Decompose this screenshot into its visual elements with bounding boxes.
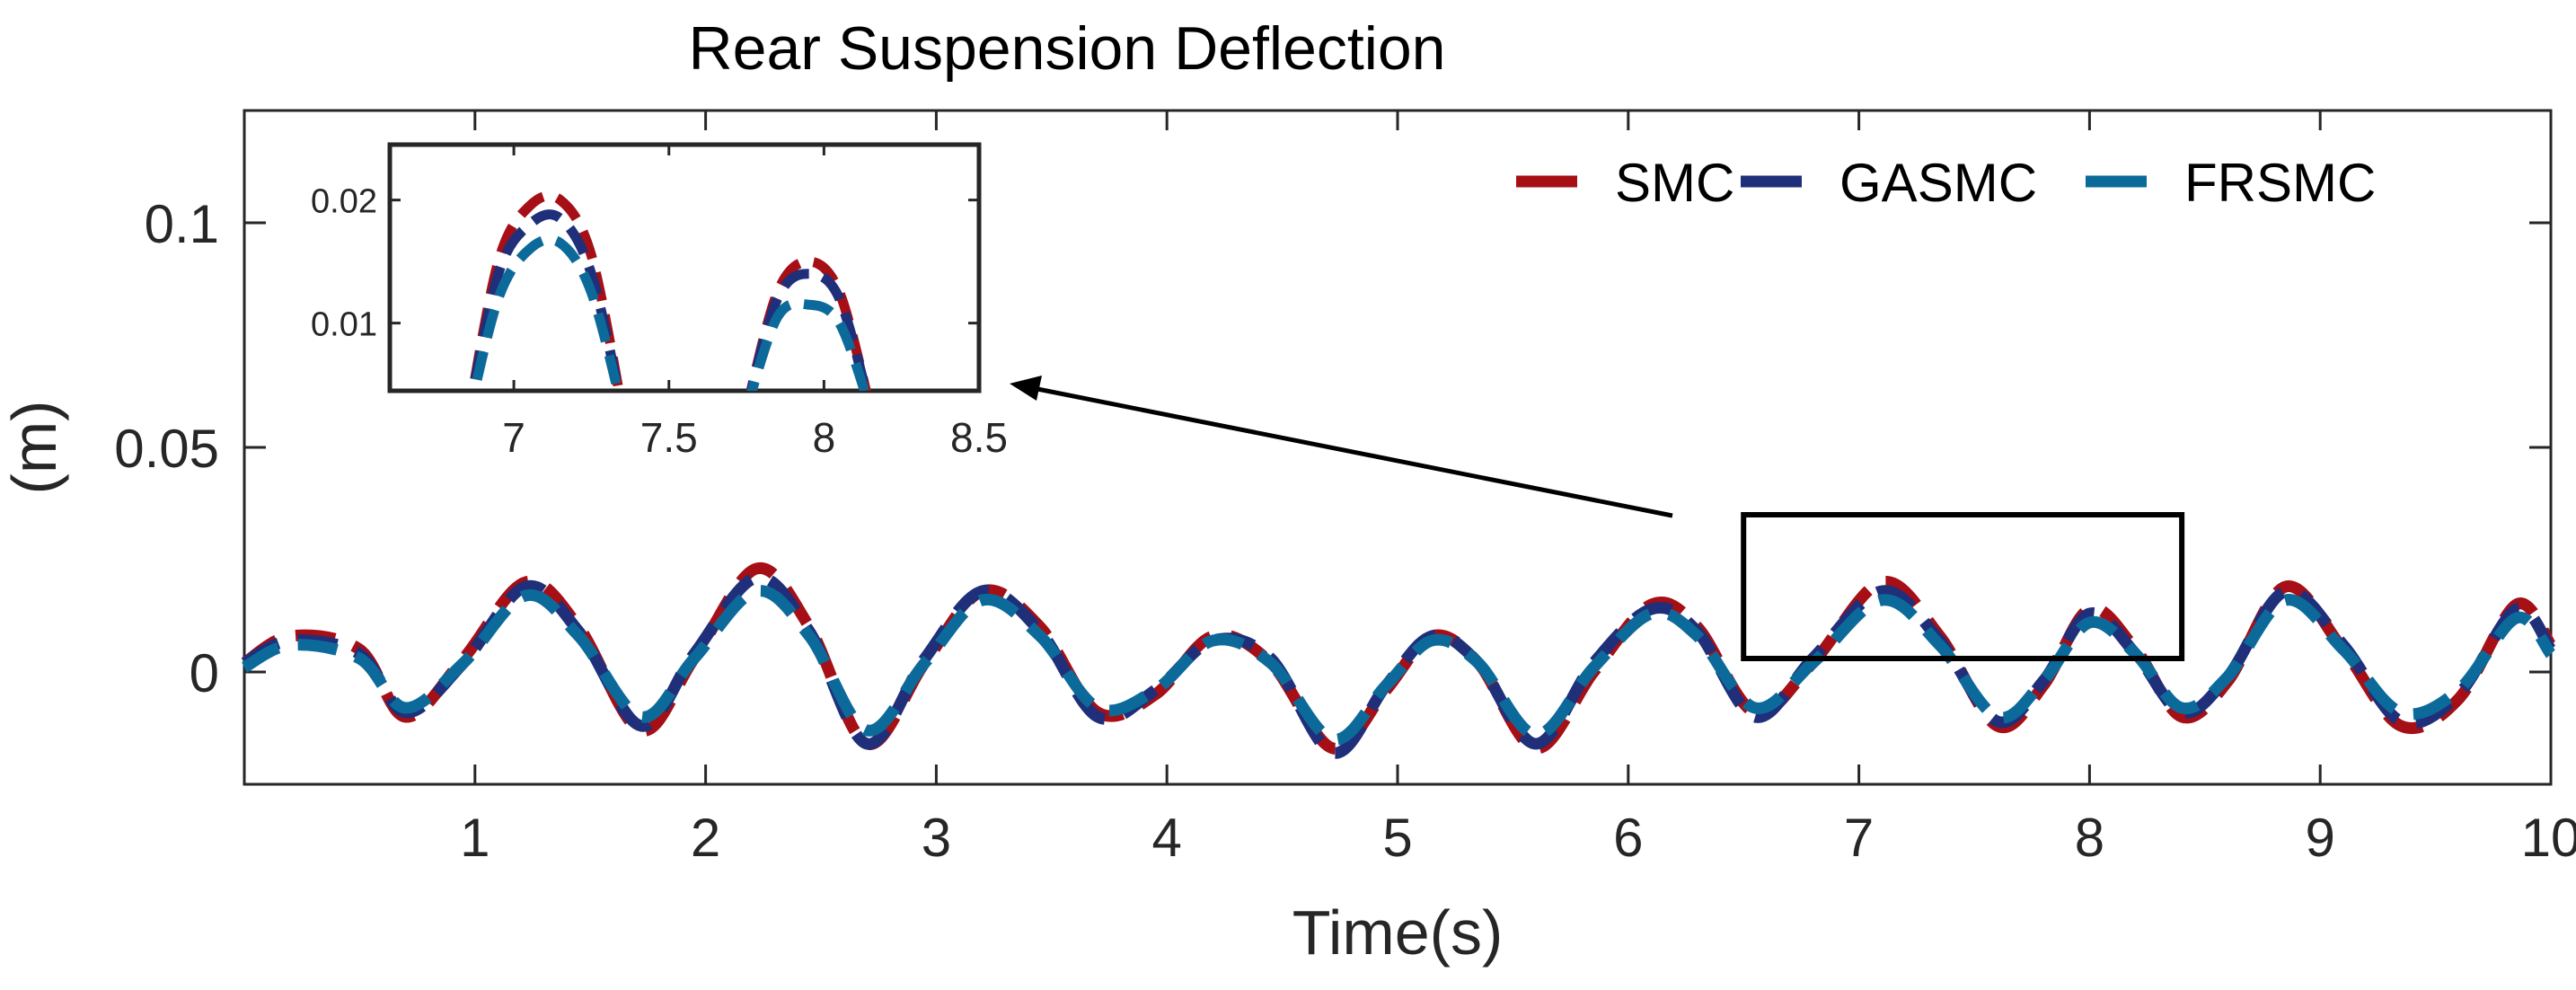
inset-x-axis-ticks: 7 7.5 8 8.5 — [502, 145, 1008, 461]
legend-label-frsmc: FRSMC — [2184, 153, 2376, 213]
x-axis-label: Time(s) — [1292, 897, 1504, 968]
x-tick-label: 4 — [1152, 808, 1182, 868]
inset-x-tick-label: 8.5 — [950, 414, 1008, 461]
inset-series-line-frsmc — [469, 234, 623, 391]
x-axis-ticks: 1 2 3 4 5 6 7 8 9 10 — [460, 110, 2576, 868]
inset-x-tick-label: 7.5 — [640, 414, 698, 461]
x-tick-label: 8 — [2075, 808, 2104, 868]
y-tick-label: 0.1 — [145, 194, 219, 254]
y-axis-label: (m) — [0, 401, 69, 495]
y-tick-label: 0 — [190, 643, 219, 703]
series-layer — [241, 562, 2556, 759]
legend-label-smc: SMC — [1615, 153, 1734, 213]
x-tick-label: 6 — [1613, 808, 1643, 868]
zoom-arrow-line — [1032, 385, 1673, 518]
zoom-arrow-head — [1010, 376, 1042, 401]
y-axis-ticks: 0 0.05 0.1 — [114, 194, 2551, 703]
x-tick-label: 9 — [2306, 808, 2335, 868]
legend: SMC GASMC FRSMC — [1516, 153, 2376, 213]
inset-x-tick-label: 8 — [813, 414, 836, 461]
y-tick-label: 0.05 — [114, 419, 219, 479]
inset-plot: 7 7.5 8 8.5 0.01 0.02 — [311, 142, 1008, 461]
x-tick-label: 2 — [691, 808, 720, 868]
x-tick-label: 3 — [922, 808, 951, 868]
x-tick-label: 1 — [460, 808, 490, 868]
x-tick-label: 7 — [1844, 808, 1874, 868]
inset-y-tick-label: 0.02 — [311, 183, 377, 221]
legend-label-gasmc: GASMC — [1839, 153, 2037, 213]
inset-frame — [387, 142, 982, 393]
inset-y-axis-ticks: 0.01 0.02 — [311, 183, 979, 344]
series-line-frsmc — [241, 585, 2556, 746]
x-tick-label: 5 — [1382, 808, 1412, 868]
inset-series-line-frsmc — [746, 298, 870, 391]
inset-x-tick-label: 7 — [502, 414, 525, 461]
zoom-box — [1741, 512, 2185, 661]
x-tick-label: 10 — [2521, 808, 2576, 868]
inset-series-layer — [467, 190, 871, 391]
inset-y-tick-label: 0.01 — [311, 306, 377, 344]
chart-title: Rear Suspension Deflection — [689, 14, 1446, 83]
